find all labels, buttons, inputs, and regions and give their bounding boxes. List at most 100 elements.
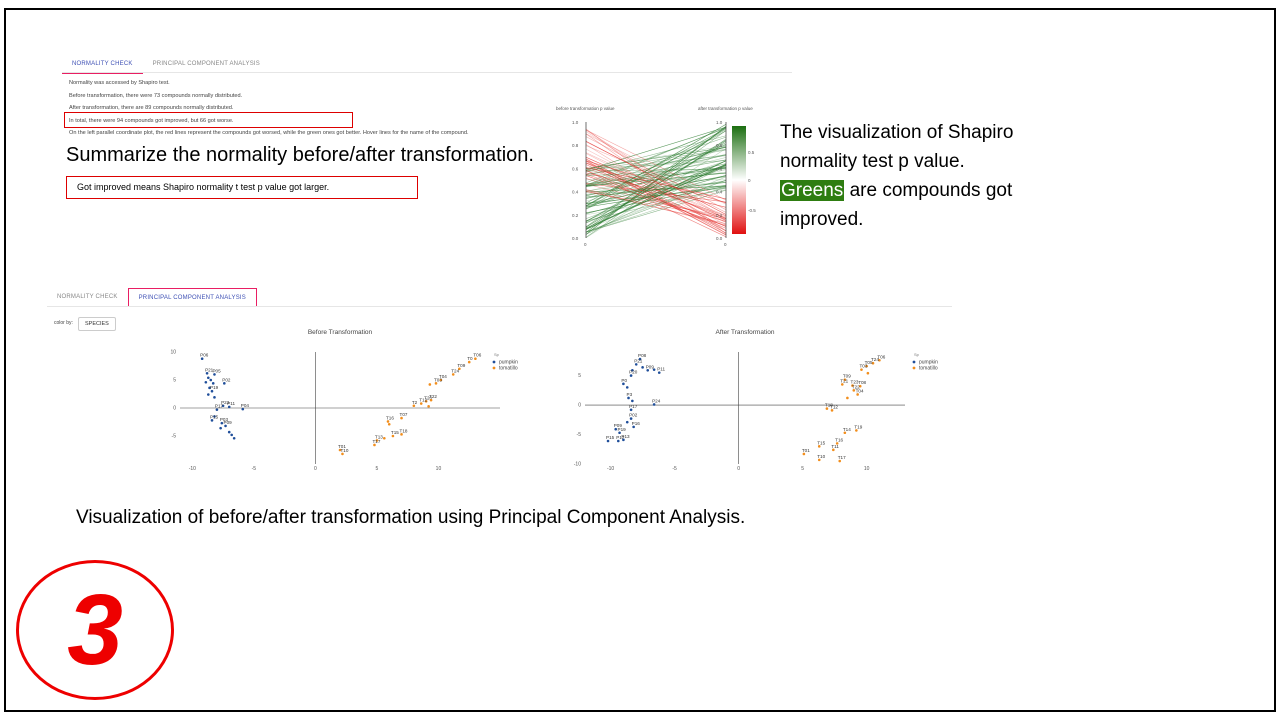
data-point[interactable]	[213, 415, 216, 418]
compound-line[interactable]	[585, 179, 727, 229]
data-point[interactable]	[241, 407, 245, 411]
data-point[interactable]	[843, 378, 847, 382]
compound-line[interactable]	[585, 128, 727, 204]
data-point[interactable]	[386, 420, 390, 423]
compound-line[interactable]	[585, 129, 727, 210]
data-point[interactable]	[205, 371, 209, 375]
legend-marker[interactable]	[912, 360, 916, 364]
compound-line[interactable]	[585, 131, 727, 221]
data-point[interactable]	[830, 409, 834, 412]
data-point[interactable]	[428, 383, 432, 386]
data-point[interactable]	[817, 445, 821, 448]
compound-line[interactable]	[585, 126, 727, 186]
data-point[interactable]	[213, 396, 216, 399]
data-point[interactable]	[852, 389, 856, 392]
compound-line[interactable]	[585, 159, 727, 187]
data-point[interactable]	[341, 452, 344, 456]
data-point[interactable]	[625, 420, 629, 424]
data-point[interactable]	[835, 442, 839, 445]
compound-line[interactable]	[585, 185, 727, 193]
data-point[interactable]	[878, 358, 881, 362]
data-point[interactable]	[846, 396, 849, 400]
data-point[interactable]	[802, 452, 806, 456]
data-point[interactable]	[855, 429, 858, 432]
data-point[interactable]	[838, 459, 842, 463]
compound-line[interactable]	[585, 180, 727, 206]
data-point[interactable]	[375, 439, 379, 442]
data-point[interactable]	[629, 417, 633, 420]
data-point[interactable]	[210, 389, 214, 393]
data-point[interactable]	[652, 403, 656, 406]
data-point[interactable]	[232, 436, 236, 440]
data-point[interactable]	[652, 368, 656, 371]
legend-label[interactable]: pumpkin	[919, 360, 938, 366]
data-point[interactable]	[627, 396, 630, 400]
data-point[interactable]	[865, 364, 868, 368]
data-point[interactable]	[860, 368, 863, 371]
compound-line[interactable]	[585, 144, 727, 232]
compound-line[interactable]	[585, 136, 727, 210]
data-point[interactable]	[467, 360, 471, 364]
legend-label[interactable]: tomatillo	[919, 366, 938, 372]
data-point[interactable]	[387, 422, 391, 426]
data-point[interactable]	[616, 439, 620, 443]
compound-line[interactable]	[585, 127, 727, 228]
compound-line[interactable]	[585, 167, 727, 177]
compound-line[interactable]	[585, 149, 727, 175]
compound-line[interactable]	[585, 129, 727, 201]
data-point[interactable]	[230, 433, 233, 437]
data-point[interactable]	[209, 378, 213, 382]
tab-normality-check[interactable]: NORMALITY CHECK	[62, 55, 143, 74]
color-by-dropdown[interactable]: SPECIES	[78, 317, 116, 331]
compound-line[interactable]	[585, 186, 727, 205]
data-point[interactable]	[204, 380, 208, 384]
data-point[interactable]	[825, 407, 829, 410]
data-point[interactable]	[207, 376, 210, 380]
data-point[interactable]	[439, 378, 443, 382]
data-point[interactable]	[843, 431, 847, 435]
data-point[interactable]	[424, 399, 428, 403]
data-point[interactable]	[631, 368, 634, 372]
data-point[interactable]	[858, 384, 862, 388]
data-point[interactable]	[391, 434, 395, 438]
compound-line[interactable]	[585, 140, 727, 215]
compound-line[interactable]	[585, 154, 727, 187]
compound-line[interactable]	[585, 139, 727, 222]
compound-line[interactable]	[585, 153, 727, 196]
compound-line[interactable]	[585, 182, 727, 203]
data-point[interactable]	[622, 438, 625, 442]
compound-line[interactable]	[585, 185, 727, 214]
compound-line[interactable]	[585, 172, 727, 176]
data-point[interactable]	[210, 419, 214, 422]
data-point[interactable]	[632, 425, 635, 429]
data-point[interactable]	[657, 371, 661, 374]
data-point[interactable]	[383, 436, 386, 440]
data-point[interactable]	[338, 448, 342, 452]
data-point[interactable]	[458, 367, 461, 371]
tab-normality-check[interactable]: NORMALITY CHECK	[57, 294, 118, 300]
data-point[interactable]	[208, 386, 211, 390]
compound-line[interactable]	[585, 175, 727, 227]
data-point[interactable]	[227, 430, 231, 434]
data-point[interactable]	[211, 382, 215, 385]
compound-line[interactable]	[585, 165, 727, 229]
compound-line[interactable]	[585, 189, 727, 233]
data-point[interactable]	[638, 357, 642, 361]
compound-line[interactable]	[585, 183, 727, 220]
compound-line[interactable]	[585, 179, 727, 233]
data-point[interactable]	[227, 405, 231, 409]
compound-line[interactable]	[585, 176, 727, 199]
data-point[interactable]	[625, 386, 629, 389]
data-point[interactable]	[817, 458, 821, 462]
data-point[interactable]	[856, 393, 859, 396]
pca-before-chart[interactable]: Before Transformation -10 -5 0 5 10 10 5 0 -5 P06 P…	[160, 322, 530, 472]
data-point[interactable]	[215, 408, 219, 411]
legend-marker[interactable]	[492, 366, 496, 370]
compound-line[interactable]	[585, 148, 727, 223]
data-point[interactable]	[631, 399, 634, 403]
compound-line[interactable]	[585, 126, 727, 171]
compound-line[interactable]	[585, 136, 727, 186]
data-point[interactable]	[629, 408, 633, 412]
data-point[interactable]	[219, 426, 222, 430]
data-point[interactable]	[207, 393, 210, 396]
